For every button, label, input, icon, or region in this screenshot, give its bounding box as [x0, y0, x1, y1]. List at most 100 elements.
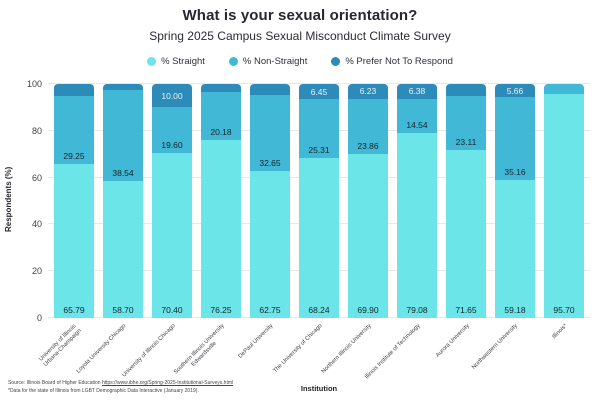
- x-tick-label: University of Illinois Urbana-Champaign: [38, 323, 84, 368]
- bar-6: 68.24 25.31 6.45: [299, 84, 339, 318]
- value-label: 10.00: [161, 90, 183, 101]
- source-footnote: *Data for the state of Illinois from LGB…: [8, 388, 199, 395]
- value-label: 25.31: [308, 145, 330, 156]
- value-label: 20.18: [210, 126, 232, 137]
- bar-segment: 69.90: [348, 154, 388, 318]
- bar-segment: [250, 84, 290, 95]
- value-label: 58.70: [112, 305, 134, 315]
- bar-segment: 62.75: [250, 171, 290, 318]
- bar-segment: 23.86: [348, 98, 388, 155]
- value-label: 95.70: [553, 305, 575, 315]
- bar-segment: 65.79: [54, 164, 94, 318]
- bar-8: 79.08 14.54 6.38: [397, 84, 437, 318]
- bar-3: 70.40 19.60 10.00: [152, 84, 192, 318]
- bar-segment: 14.54: [397, 98, 437, 133]
- x-axis-title: Institution: [300, 384, 338, 393]
- value-label: 23.86: [357, 141, 379, 152]
- value-label: 6.23: [359, 86, 377, 97]
- value-label: 65.79: [63, 305, 85, 315]
- gridline: [48, 83, 590, 84]
- bar-segment: 29.25: [54, 95, 94, 165]
- bar-segment: 35.16: [495, 97, 535, 180]
- legend-label: % Straight: [161, 56, 205, 67]
- bar-segment: 71.65: [446, 150, 486, 318]
- chart-subtitle: Spring 2025 Campus Sexual Misconduct Cli…: [149, 29, 451, 43]
- x-tick-label: Illinois*: [551, 323, 569, 341]
- value-label: 69.90: [357, 305, 379, 315]
- bar-segment: 19.60: [152, 107, 192, 154]
- legend-label: % Non-Straight: [242, 56, 308, 67]
- bar-11: 95.70: [544, 84, 584, 318]
- value-label: 32.65: [259, 158, 281, 169]
- value-label: 35.16: [504, 166, 526, 177]
- bar-1: 65.79 29.25: [54, 84, 94, 318]
- source-line: Source: Illinois Board of Higher Educati…: [8, 379, 233, 387]
- value-label: 6.38: [408, 86, 426, 97]
- y-axis-title: Respondents (%): [4, 166, 13, 232]
- x-tick-label: Loyola University Chicago: [75, 323, 128, 375]
- value-label: 71.65: [455, 305, 477, 315]
- bar-segment: [103, 84, 143, 91]
- value-label: 19.60: [161, 140, 183, 151]
- value-label: 6.45: [310, 86, 328, 97]
- legend-item: % Straight: [147, 56, 205, 67]
- y-tick-label: 0: [36, 313, 42, 323]
- value-label: 5.66: [506, 85, 524, 96]
- bar-segment: [446, 84, 486, 97]
- value-label: 23.11: [455, 137, 477, 148]
- bar-segment: [54, 84, 94, 96]
- x-tick-label: Illinois Institute of Technology: [363, 323, 422, 381]
- plot-area: 65.79 29.25 58.70 38.54 70.40 19.60 10.00 76.25…: [48, 83, 590, 318]
- value-label: 59.18: [504, 305, 526, 315]
- bar-segment: 79.08: [397, 132, 437, 318]
- x-tick-label: Northwestern University: [471, 323, 520, 371]
- value-label: 68.24: [308, 305, 330, 315]
- value-label: 70.40: [161, 305, 183, 315]
- source-link[interactable]: https://www.ibhe.org/Spring-2025-Institu…: [101, 380, 234, 386]
- bar-segment: [544, 84, 584, 95]
- y-tick-label: 100: [26, 79, 42, 89]
- bar-segment: 10.00: [152, 84, 192, 108]
- bar-2: 58.70 38.54: [103, 84, 143, 318]
- source-text: Source: Illinois Board of Higher Educati…: [8, 380, 102, 386]
- y-tick-label: 20: [31, 266, 42, 277]
- value-label: 38.54: [112, 167, 134, 178]
- source-note: Source: Illinois Board of Higher Educati…: [8, 379, 233, 396]
- bar-segment: [201, 84, 241, 93]
- bar-9: 71.65 23.11: [446, 84, 486, 318]
- x-tick-label: University of Illinois Chicago: [120, 323, 177, 379]
- bar-7: 69.90 23.86 6.23: [348, 84, 388, 318]
- legend: % Straight % Non-Straight % Prefer Not To …: [0, 56, 600, 67]
- bar-5: 62.75 32.65: [250, 84, 290, 318]
- bar-segment: 23.11: [446, 96, 486, 151]
- legend-dot-icon: [228, 57, 238, 66]
- bar-segment: 20.18: [201, 92, 241, 140]
- legend-label: % Prefer Not To Respond: [345, 56, 453, 67]
- bar-segment: 6.45: [299, 84, 339, 100]
- x-tick-label: Northern Illinois University: [320, 323, 373, 375]
- bar-10: 59.18 35.16 5.66: [495, 84, 535, 318]
- bar-segment: 6.38: [397, 84, 437, 99]
- value-label: 76.25: [210, 305, 232, 315]
- legend-dot-icon: [331, 57, 341, 66]
- x-tick-label: Aurora University: [434, 323, 471, 359]
- value-label: 79.08: [406, 305, 428, 315]
- y-tick-label: 40: [31, 219, 42, 230]
- y-tick-label: 60: [31, 172, 42, 183]
- y-axis-ticks: 0 20 40 60 80 100: [14, 79, 42, 323]
- bar-group: 65.79 29.25 58.70 38.54 70.40 19.60 10.00 76.25…: [48, 84, 590, 318]
- bar-4: 76.25 20.18: [201, 84, 241, 318]
- bar-segment: 59.18: [495, 179, 535, 318]
- x-tick-label: The University of Chicago: [272, 323, 324, 375]
- bar-segment: 58.70: [103, 180, 143, 318]
- legend-item: % Non-Straight: [228, 56, 308, 67]
- bar-segment: 76.25: [201, 139, 241, 318]
- value-label: 29.25: [63, 151, 85, 162]
- bar-segment: 25.31: [299, 99, 339, 159]
- legend-dot-icon: [147, 57, 157, 66]
- bar-segment: 68.24: [299, 158, 339, 318]
- bar-segment: 32.65: [250, 94, 290, 172]
- y-tick-label: 80: [31, 125, 42, 136]
- legend-item: % Prefer Not To Respond: [331, 56, 453, 67]
- bar-segment: 70.40: [152, 153, 192, 318]
